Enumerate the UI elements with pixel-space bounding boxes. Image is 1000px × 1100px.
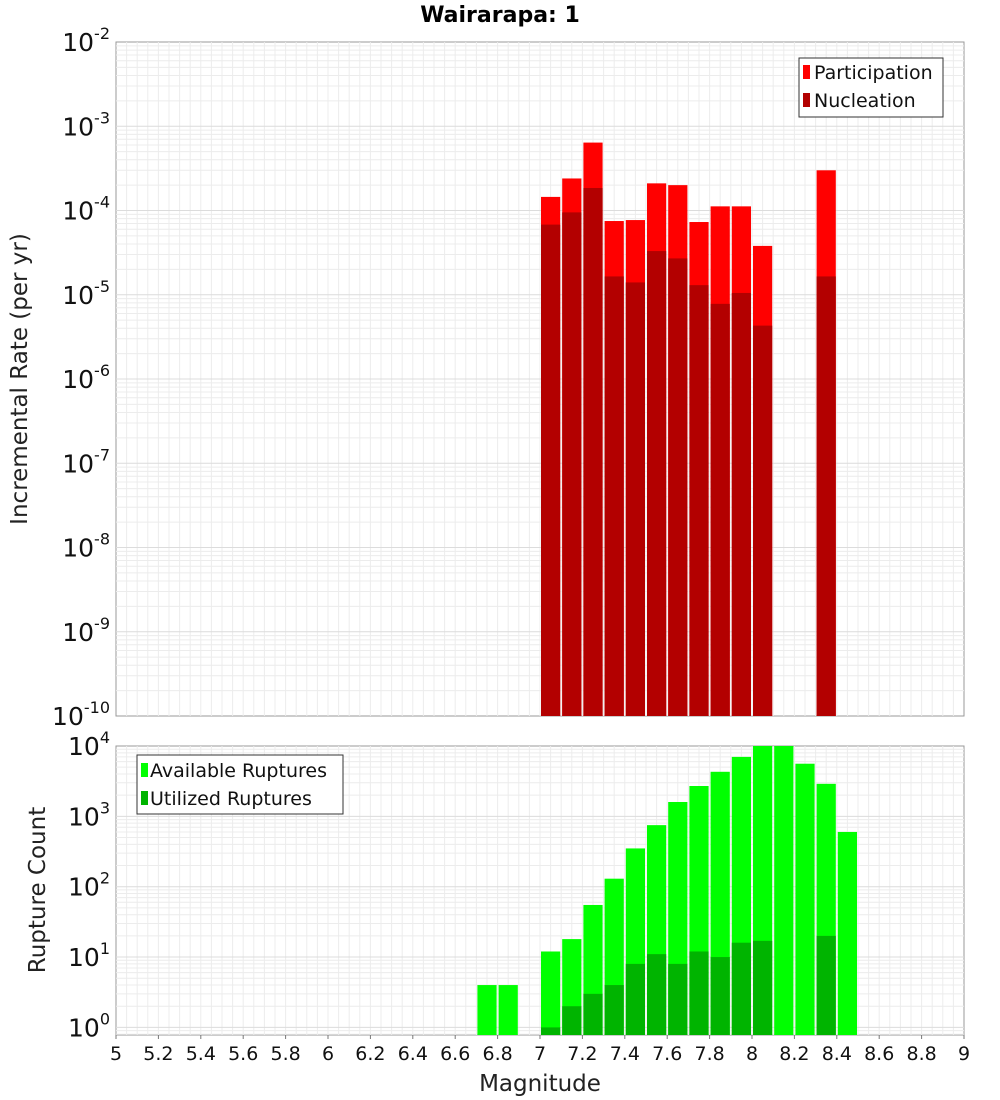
magnitude-tick-label: 6.8 [482, 1043, 512, 1065]
magnitude-tick-label: 5 [110, 1043, 122, 1065]
count-bar-available-ruptures [498, 985, 518, 1035]
count-y-tick-label: 102 [68, 869, 110, 902]
rate-gridlines [116, 42, 964, 716]
rate-y-tick-labels: 10-10 10-9 10-8 10-7 10-6 10-5 10-4 10-3 10-2 [52, 24, 110, 731]
magnitude-tick-label: 5.2 [143, 1043, 173, 1065]
magnitude-tick-label: 8.4 [822, 1043, 852, 1065]
count-bar-available-ruptures [795, 763, 815, 1035]
magnitude-tick-label: 5.8 [270, 1043, 300, 1065]
rate-y-tick-label: 10-2 [62, 24, 110, 57]
magnitude-tick-label: 6 [322, 1043, 334, 1065]
rate-bar-nucleation [541, 224, 561, 716]
rate-y-tick-label: 10-3 [62, 108, 110, 141]
count-bar-utilized-ruptures [625, 963, 645, 1035]
magnitude-tick-label: 6.4 [398, 1043, 428, 1065]
magnitude-tick-label: 8.2 [779, 1043, 809, 1065]
count-y-tick-labels: 100 101 102 103 104 [68, 728, 110, 1042]
legend-available-label: Available Ruptures [150, 760, 327, 782]
count-bar-utilized-ruptures [647, 954, 667, 1035]
legend-participation-label: Participation [814, 62, 933, 84]
count-y-tick-label: 103 [68, 798, 110, 831]
legend-utilized-label: Utilized Ruptures [150, 788, 312, 810]
magnitude-tick-label: 8.8 [906, 1043, 936, 1065]
magnitude-tick-label: 9 [958, 1043, 970, 1065]
count-bar-utilized-ruptures [668, 963, 688, 1035]
rate-bar-nucleation [604, 276, 624, 716]
x-axis-label: Magnitude [479, 1071, 601, 1097]
rate-bar-nucleation [731, 292, 751, 716]
rate-bar-nucleation [583, 187, 603, 716]
rate-bar-nucleation [816, 276, 836, 716]
rate-bar-nucleation [668, 258, 688, 716]
rate-bar-nucleation [647, 251, 667, 717]
rate-y-tick-label: 10-4 [62, 193, 110, 226]
legend-nucleation-swatch [803, 93, 810, 107]
rate-y-tick-label: 10-9 [62, 614, 110, 647]
count-bar-utilized-ruptures [541, 1027, 561, 1035]
rate-y-tick-label: 10-6 [62, 361, 110, 394]
magnitude-tick-label: 5.6 [228, 1043, 258, 1065]
chart-title: Wairarapa: 1 [420, 3, 580, 28]
magnitude-tick-label: 8.6 [864, 1043, 894, 1065]
rate-legend: Participation Nucleation [798, 57, 944, 118]
count-bar-utilized-ruptures [562, 1006, 582, 1035]
count-y-axis-label: Rupture Count [25, 807, 51, 973]
count-bar-utilized-ruptures [710, 957, 730, 1035]
magnitude-tick-label: 6.2 [355, 1043, 385, 1065]
rate-y-tick-label: 10-7 [62, 445, 110, 478]
magnitude-tick-label: 7.8 [694, 1043, 724, 1065]
magnitude-tick-label: 7.6 [652, 1043, 682, 1065]
count-bar-utilized-ruptures [731, 942, 751, 1035]
rate-legend-box [798, 57, 944, 118]
count-bar-available-ruptures [477, 985, 497, 1035]
legend-nucleation-label: Nucleation [814, 90, 916, 112]
magnitude-tick-label: 7.4 [610, 1043, 640, 1065]
rate-panel: 10-10 10-9 10-8 10-7 10-6 10-5 10-4 10-3 10-2 In… [7, 24, 965, 731]
magnitude-tick-labels: 5 5.2 5.4 5.6 5.8 6 6.2 6.4 6.6 6.8 7 7.2 7.4 7.6 7.8 8… [110, 1035, 970, 1065]
rate-bar-nucleation [689, 285, 709, 716]
magnitude-tick-label: 5.4 [186, 1043, 216, 1065]
legend-utilized-swatch [141, 791, 148, 805]
count-bar-utilized-ruptures [689, 951, 709, 1035]
count-bar-utilized-ruptures [583, 993, 603, 1035]
rate-y-tick-label: 10-8 [62, 530, 110, 563]
count-y-tick-label: 104 [68, 728, 110, 761]
rate-y-tick-label: 10-10 [52, 698, 110, 731]
rate-bar-nucleation [562, 212, 582, 717]
count-y-tick-label: 101 [68, 939, 110, 972]
count-y-tick-label: 100 [68, 1009, 110, 1042]
count-bar-available-ruptures [774, 746, 794, 1035]
rate-y-axis-label: Incremental Rate (per yr) [7, 233, 33, 525]
magnitude-tick-label: 8 [746, 1043, 758, 1065]
count-legend: Available Ruptures Utilized Ruptures [136, 754, 344, 815]
count-panel: 100 101 102 103 104 5 5.2 5.4 5.6 5.8 6 6.2 6.4 6.6 6… [25, 728, 970, 1097]
rate-bar-nucleation [753, 325, 773, 716]
magnitude-tick-label: 7.2 [567, 1043, 597, 1065]
count-bar-utilized-ruptures [753, 940, 773, 1035]
legend-available-swatch [141, 763, 148, 777]
count-bar-available-ruptures [541, 951, 561, 1035]
count-bar-utilized-ruptures [816, 935, 836, 1035]
count-bar-utilized-ruptures [604, 985, 624, 1035]
count-bars [477, 746, 857, 1035]
rate-bar-nucleation [625, 282, 645, 716]
rate-bar-nucleation [710, 303, 730, 716]
count-bar-available-ruptures [837, 831, 857, 1035]
count-legend-box [136, 754, 344, 815]
magnitude-tick-label: 6.6 [440, 1043, 470, 1065]
rate-bars [541, 142, 836, 717]
rate-y-tick-label: 10-5 [62, 277, 110, 310]
legend-participation-swatch [803, 65, 810, 79]
magnitude-tick-label: 7 [534, 1043, 546, 1065]
